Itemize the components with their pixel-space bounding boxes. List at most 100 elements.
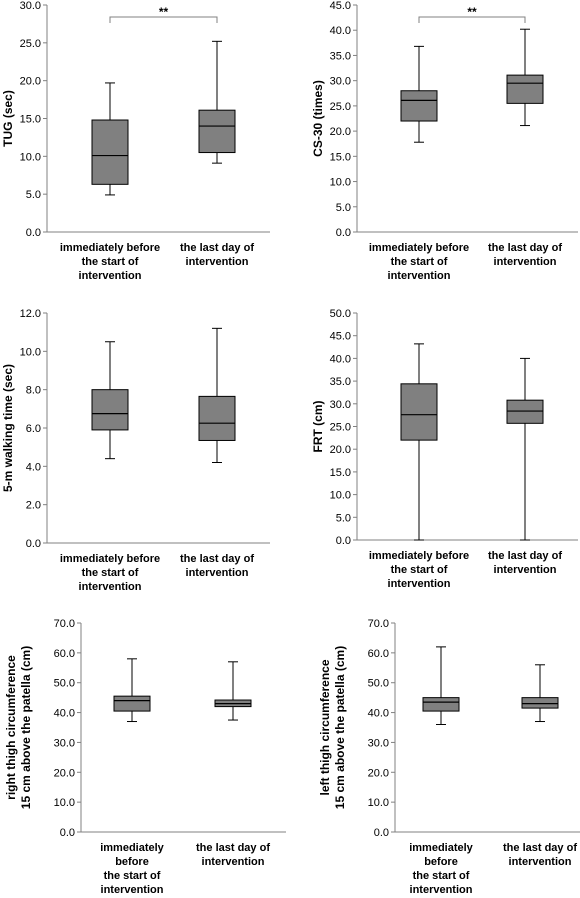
y-tick-label: 20.0 xyxy=(54,767,75,779)
y-axis-label: CS-30 (times) xyxy=(311,80,325,157)
y-tick-label: 30.0 xyxy=(330,76,351,88)
y-tick-label: 40.0 xyxy=(54,708,75,720)
y-tick-label: 15.0 xyxy=(330,467,351,479)
y-tick-label: 0.0 xyxy=(60,827,75,839)
y-tick-label: 5.0 xyxy=(336,512,351,524)
significance-label: ** xyxy=(159,5,169,19)
category-label: the last day of xyxy=(488,242,562,254)
y-tick-label: 45.0 xyxy=(330,331,351,343)
category-label: intervention xyxy=(494,564,557,576)
category-label: the last day of xyxy=(503,842,577,854)
category-label: immediately xyxy=(100,842,164,854)
y-tick-label: 20.0 xyxy=(330,126,351,138)
category-label: before xyxy=(115,856,149,868)
category-label: intervention xyxy=(186,567,249,579)
box-iqr xyxy=(400,90,438,122)
y-tick-label: 10.0 xyxy=(20,346,41,358)
y-tick-label: 0.0 xyxy=(336,535,351,547)
y-axis-label: 5-m walking time (sec) xyxy=(1,364,15,492)
category-label: the start of xyxy=(391,256,448,268)
y-tick-label: 20.0 xyxy=(330,444,351,456)
y-tick-label: 60.0 xyxy=(368,648,389,660)
box-iqr xyxy=(113,695,151,712)
y-tick-label: 0.0 xyxy=(374,827,389,839)
y-tick-label: 25.0 xyxy=(330,422,351,434)
box-iqr xyxy=(400,383,438,441)
box-iqr xyxy=(198,395,236,441)
category-label: intervention xyxy=(410,884,473,896)
y-tick-label: 35.0 xyxy=(330,50,351,62)
y-axis-label: right thigh circumference xyxy=(4,655,18,800)
y-tick-label: 30.0 xyxy=(330,399,351,411)
y-tick-label: 15.0 xyxy=(330,151,351,163)
category-label: intervention xyxy=(202,856,265,868)
y-tick-label: 10.0 xyxy=(368,797,389,809)
y-axis-label: TUG (sec) xyxy=(1,90,15,147)
category-label: the last day of xyxy=(488,550,562,562)
category-label: immediately before xyxy=(369,550,469,562)
y-tick-label: 25.0 xyxy=(20,38,41,50)
category-label: the start of xyxy=(82,567,139,579)
box-iqr xyxy=(506,399,544,424)
y-tick-label: 60.0 xyxy=(54,648,75,660)
box-iqr xyxy=(198,109,236,154)
y-tick-label: 0.0 xyxy=(336,227,351,239)
y-tick-label: 12.0 xyxy=(20,308,41,320)
y-tick-label: 70.0 xyxy=(54,618,75,630)
box-iqr xyxy=(422,697,460,712)
y-tick-label: 8.0 xyxy=(26,385,41,397)
box-iqr xyxy=(91,119,129,185)
category-label: intervention xyxy=(388,270,451,282)
y-tick-label: 30.0 xyxy=(20,0,41,12)
category-label: intervention xyxy=(79,581,142,593)
y-tick-label: 2.0 xyxy=(26,500,41,512)
y-axis-label: FRT (cm) xyxy=(311,401,325,453)
category-label: immediately before xyxy=(60,553,160,565)
category-label: intervention xyxy=(186,256,249,268)
category-label: the last day of xyxy=(196,842,270,854)
significance-bracket xyxy=(418,16,526,23)
y-tick-label: 10.0 xyxy=(330,490,351,502)
category-label: the last day of xyxy=(180,553,254,565)
category-label: the last day of xyxy=(180,242,254,254)
category-label: intervention xyxy=(79,270,142,282)
y-tick-label: 40.0 xyxy=(368,708,389,720)
significance-label: ** xyxy=(467,5,477,19)
y-tick-label: 5.0 xyxy=(26,189,41,201)
box-iqr xyxy=(91,389,129,431)
y-tick-label: 50.0 xyxy=(54,678,75,690)
box-iqr xyxy=(521,697,559,709)
category-label: immediately xyxy=(409,842,473,854)
y-tick-label: 45.0 xyxy=(330,0,351,12)
y-tick-label: 35.0 xyxy=(330,376,351,388)
category-label: the start of xyxy=(82,256,139,268)
y-tick-label: 20.0 xyxy=(20,76,41,88)
category-label: the start of xyxy=(391,564,448,576)
y-tick-label: 30.0 xyxy=(54,737,75,749)
y-tick-label: 6.0 xyxy=(26,423,41,435)
category-label: intervention xyxy=(388,578,451,590)
y-tick-label: 50.0 xyxy=(330,308,351,320)
y-axis-label: 15 cm above the patella (cm) xyxy=(19,646,33,809)
category-label: immediately before xyxy=(369,242,469,254)
y-tick-label: 25.0 xyxy=(330,101,351,113)
y-tick-label: 4.0 xyxy=(26,461,41,473)
category-label: before xyxy=(424,856,458,868)
y-tick-label: 15.0 xyxy=(20,114,41,126)
y-tick-label: 20.0 xyxy=(368,767,389,779)
box-iqr xyxy=(506,74,544,104)
y-tick-label: 0.0 xyxy=(26,227,41,239)
category-label: intervention xyxy=(494,256,557,268)
y-tick-label: 10.0 xyxy=(20,151,41,163)
y-axis-label: 15 cm above the patella (cm) xyxy=(333,646,347,809)
y-tick-label: 40.0 xyxy=(330,353,351,365)
category-label: the start of xyxy=(413,870,470,882)
y-tick-label: 40.0 xyxy=(330,25,351,37)
y-tick-label: 70.0 xyxy=(368,618,389,630)
y-axis-label: left thigh circumference xyxy=(318,659,332,795)
category-label: intervention xyxy=(509,856,572,868)
y-tick-label: 30.0 xyxy=(368,737,389,749)
y-tick-label: 10.0 xyxy=(330,177,351,189)
y-tick-label: 0.0 xyxy=(26,538,41,550)
